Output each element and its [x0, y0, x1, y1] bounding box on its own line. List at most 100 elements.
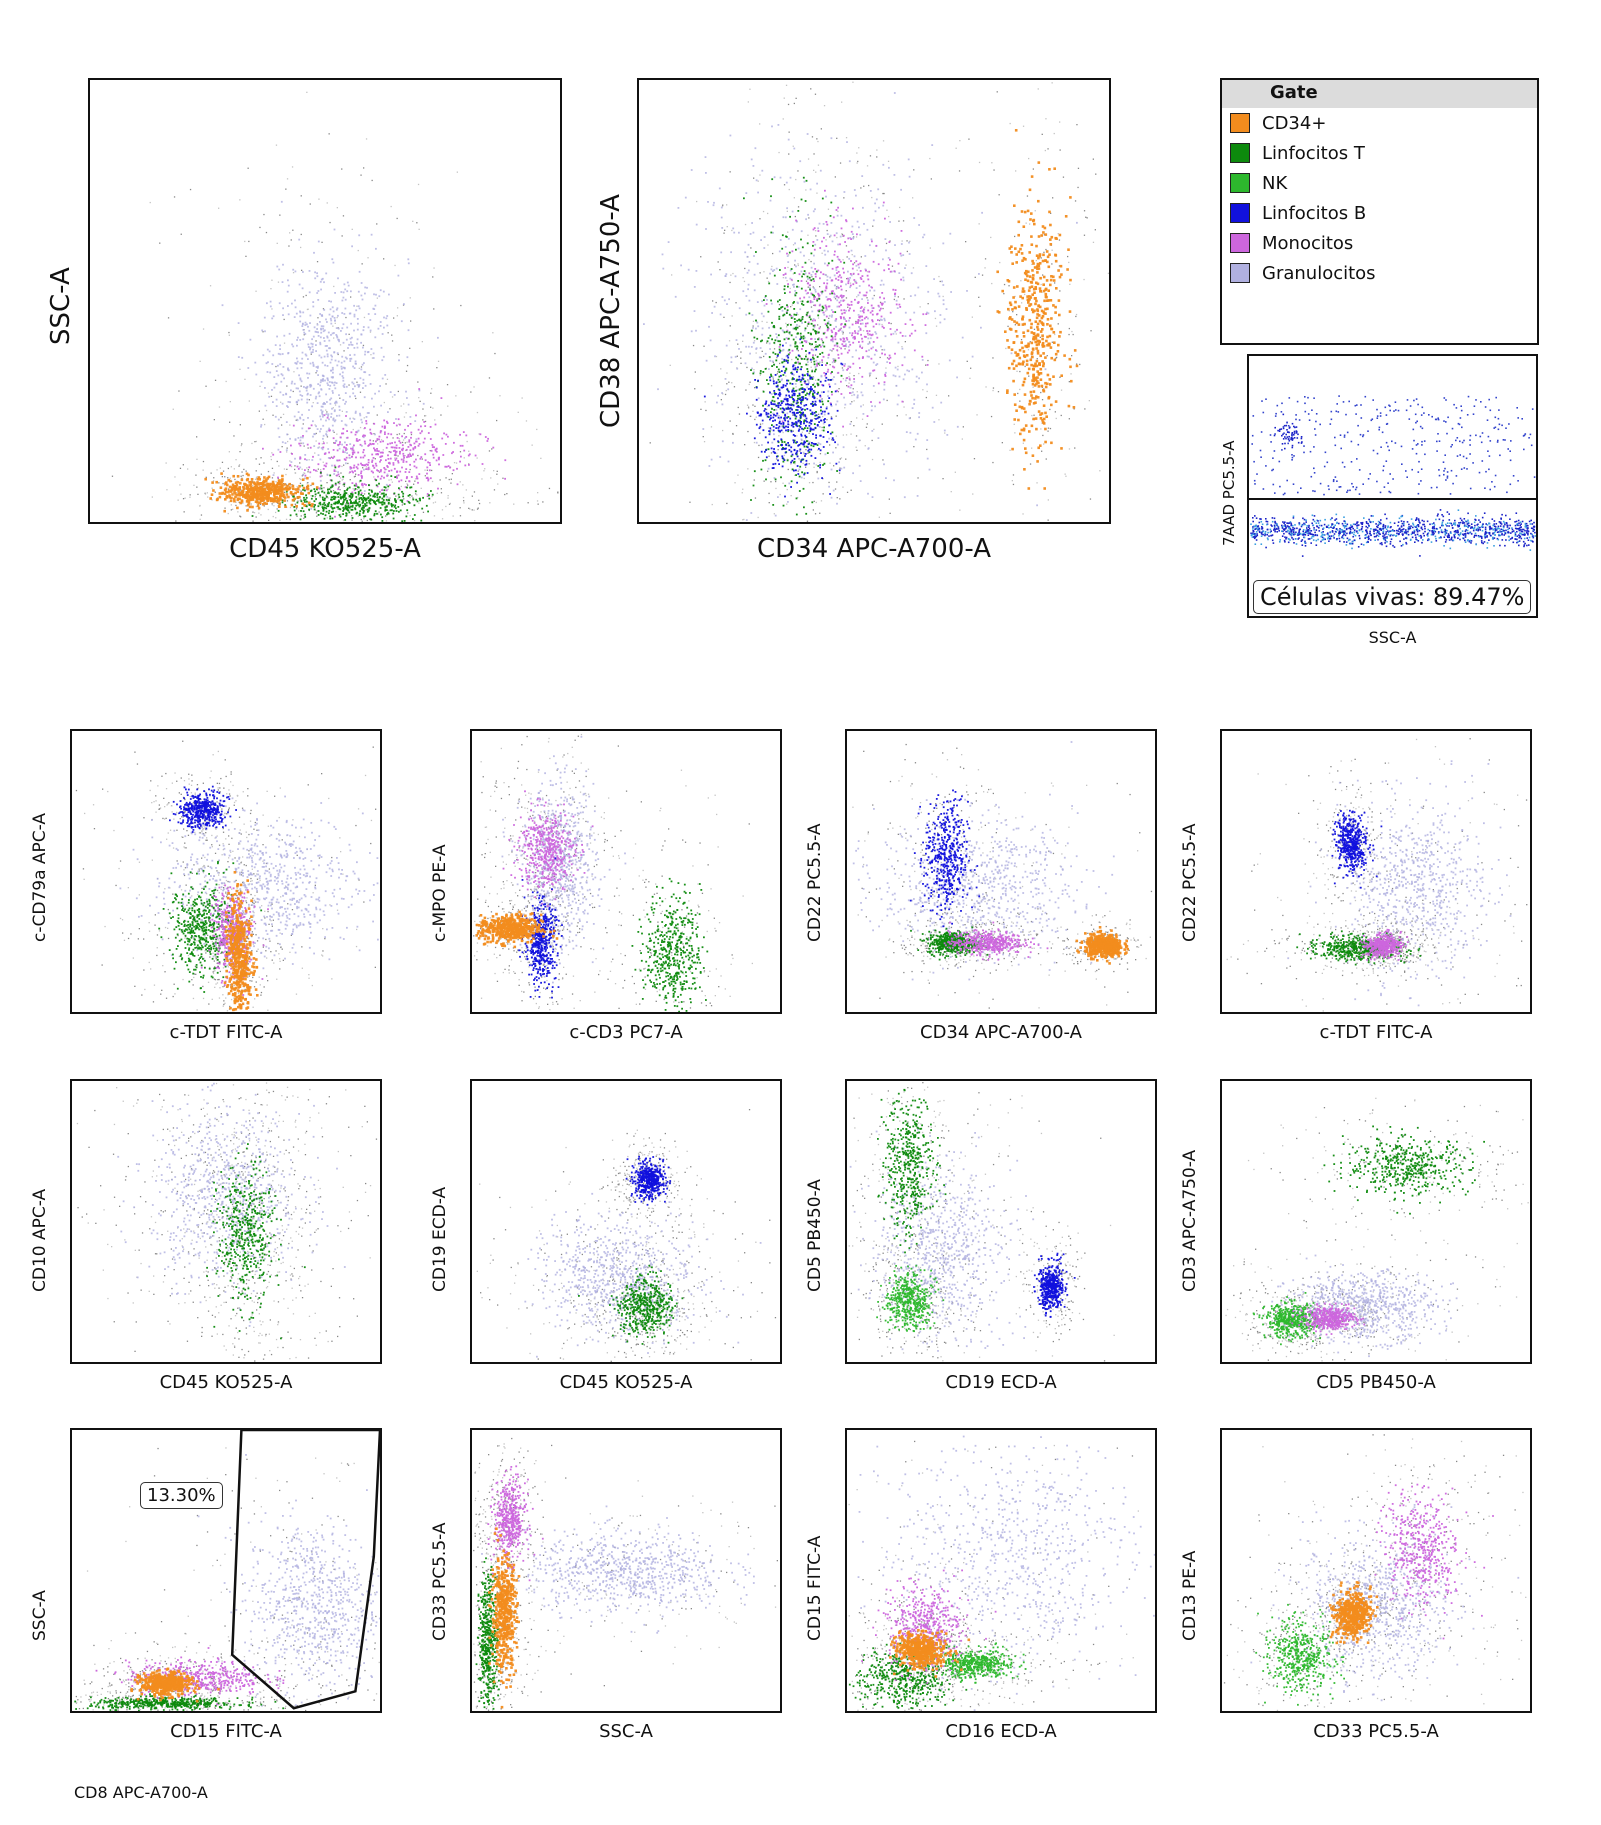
population-linfocitos-t [206, 1143, 306, 1340]
population-monocitos [1374, 1483, 1494, 1640]
y-axis-label: c-CD79a APC-A [30, 812, 50, 941]
population-linfocitos-b [703, 338, 844, 498]
plot-area [1220, 1428, 1532, 1713]
x-axis-label: SSC-A [470, 1721, 782, 1742]
population-cd34- [204, 472, 319, 513]
population-granulocitos [481, 1505, 755, 1634]
population-granulocitos [852, 741, 1115, 981]
y-axis-label: CD38 APC-A750-A [596, 194, 626, 428]
plot-area [470, 729, 782, 1014]
background-events [852, 743, 1153, 1009]
y-axis-label: CD19 ECD-A [430, 1186, 450, 1291]
plot-area [845, 1079, 1157, 1364]
population-granulocitos [849, 1128, 1035, 1352]
x-axis-label: c-TDT FITC-A [1220, 1022, 1532, 1043]
footnote: CD8 APC-A700-A [74, 1783, 208, 1802]
viability-plot-area: Células vivas: 89.47% [1247, 354, 1538, 618]
y-axis-label: CD10 APC-A [30, 1188, 50, 1291]
population-cd34- [130, 1667, 220, 1703]
legend-items: CD34+ Linfocitos T NK Linfocitos B Monocitos… [1222, 108, 1537, 288]
background-events [649, 81, 1109, 522]
population-cd34- [487, 1527, 521, 1709]
legend-swatch [1230, 113, 1250, 133]
population-linfocitos-t [578, 1264, 684, 1345]
y-axis-label: c-MPO PE-A [430, 844, 450, 942]
plot-area [70, 729, 382, 1014]
scatter-svg [473, 733, 753, 1012]
legend-label: CD34+ [1262, 113, 1326, 134]
x-axis-label: CD34 APC-A700-A [845, 1022, 1157, 1043]
y-axis-label: CD22 PC5.5-A [805, 823, 825, 942]
granulocyte-gate [230, 1430, 380, 1710]
viability-y-axis-label: 7AAD PC5.5-A [1220, 440, 1238, 546]
background-events [76, 1082, 378, 1362]
viability-annotation: Células vivas: 89.47% [1253, 580, 1532, 614]
population-linfocitos-b [1033, 1252, 1076, 1318]
population-linfocitos-t [631, 877, 709, 1012]
legend-item: Monocitos [1222, 228, 1537, 258]
population-cd34- [1328, 1581, 1379, 1645]
population-monocitos [765, 189, 929, 428]
population-linfocitos-b [1331, 809, 1383, 889]
plot-area [1220, 729, 1532, 1014]
population-linfocitos-t [251, 466, 434, 522]
scatter-svg [76, 1082, 378, 1362]
population-monocitos [943, 921, 1049, 961]
legend-swatch [1230, 143, 1250, 163]
x-axis-label: CD45 KO525-A [70, 1372, 382, 1393]
background-events [473, 733, 753, 1011]
x-axis-label: c-TDT FITC-A [70, 1022, 382, 1043]
viability-svg [1249, 395, 1536, 557]
population-cd34- [1075, 926, 1129, 965]
background-events [1226, 738, 1528, 1012]
population-cd34- [996, 129, 1079, 490]
plot-area [70, 1079, 382, 1364]
legend-swatch [1230, 263, 1250, 283]
population-nk [927, 1642, 1027, 1684]
population-monocitos [262, 388, 507, 518]
population-linfocitos-b [909, 789, 981, 928]
legend-label: Linfocitos B [1262, 203, 1366, 224]
population-granulocitos [119, 795, 379, 974]
legend-label: NK [1262, 173, 1287, 194]
viability-x-axis-label: SSC-A [1247, 628, 1538, 647]
x-axis-label: CD19 ECD-A [845, 1372, 1157, 1393]
x-axis-label: CD15 FITC-A [70, 1721, 382, 1742]
y-axis-label: CD33 PC5.5-A [430, 1522, 450, 1641]
background-events [111, 91, 559, 522]
population-granulocitos [524, 1192, 762, 1358]
population-linfocitos-t [1323, 1125, 1485, 1215]
x-axis-label: CD34 APC-A700-A [637, 534, 1111, 564]
y-axis-label: CD13 PE-A [1180, 1550, 1200, 1640]
population-granulocitos [857, 1435, 1155, 1711]
scatter-svg [1223, 1434, 1527, 1711]
legend-label: Granulocitos [1262, 263, 1376, 284]
population-monocitos [1291, 1302, 1366, 1336]
population-linfocitos-b [625, 1155, 672, 1206]
population-linfocitos-t [475, 1557, 502, 1710]
legend-item: Linfocitos T [1222, 138, 1537, 168]
population-cd34- [223, 871, 259, 1012]
viability-events [1250, 395, 1536, 557]
y-axis-label: SSC-A [30, 1590, 50, 1641]
legend-swatch [1230, 203, 1250, 223]
scatter-svg [473, 1437, 778, 1711]
legend-item: Linfocitos B [1222, 198, 1537, 228]
plot-area [637, 78, 1111, 524]
legend-item: Granulocitos [1222, 258, 1537, 288]
population-granulocitos [221, 200, 439, 510]
plot-area [845, 729, 1157, 1014]
legend-item: NK [1222, 168, 1537, 198]
population-cd34- [475, 910, 559, 949]
legend-item: CD34+ [1222, 108, 1537, 138]
population-granulocitos [1287, 760, 1512, 1007]
population-linfocitos-b [169, 785, 237, 833]
population-linfocitos-t [848, 1641, 972, 1710]
population-monocitos [1359, 928, 1409, 961]
plot-area: 13.30% [70, 1428, 382, 1713]
scatter-svg [848, 1435, 1155, 1711]
population-monocitos [861, 1569, 997, 1684]
background-events [1223, 1434, 1527, 1711]
population-monocitos [487, 1465, 544, 1582]
population-granulocitos [117, 1082, 346, 1327]
